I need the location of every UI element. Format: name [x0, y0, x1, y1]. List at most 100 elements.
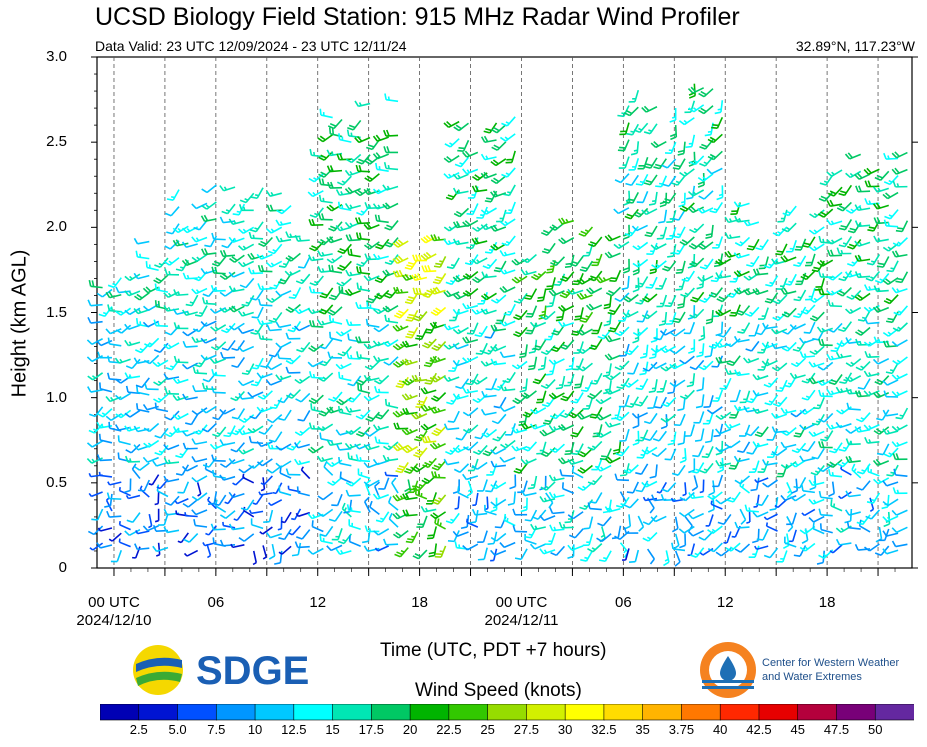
wind-barb: [757, 460, 769, 473]
wind-barb: [356, 266, 371, 275]
wind-barb: [481, 390, 497, 398]
wind-barb: [252, 550, 258, 566]
wind-barb: [588, 270, 603, 282]
wind-barb: [854, 172, 871, 180]
wind-barb: [382, 339, 399, 348]
wind-barb: [153, 274, 169, 284]
wind-barb: [602, 499, 612, 514]
wind-barb: [411, 273, 428, 282]
wind-barb: [177, 481, 190, 494]
wind-barb: [820, 430, 834, 442]
wind-barb: [173, 355, 189, 364]
wind-barb: [154, 491, 160, 506]
wind-barb: [574, 307, 584, 321]
wind-barb: [219, 474, 236, 481]
wind-barb: [431, 471, 446, 479]
wind-barb: [505, 150, 516, 164]
wind-barb: [356, 256, 371, 267]
wind-barb: [818, 412, 834, 423]
wind-barb: [383, 162, 399, 171]
colorbar-tick-label: 25: [480, 722, 495, 737]
wind-barb: [529, 321, 547, 328]
wind-barb: [723, 531, 732, 544]
wind-barb: [364, 173, 380, 183]
wind-barb: [882, 277, 899, 286]
wind-barb: [98, 433, 113, 444]
wind-barb: [724, 368, 741, 376]
wind-barb: [605, 371, 621, 381]
wind-barb: [677, 294, 686, 309]
wind-barb: [492, 430, 507, 442]
wind-barb: [317, 508, 334, 518]
wind-barb: [291, 508, 302, 521]
wind-barb: [145, 261, 159, 272]
wind-barb: [230, 425, 245, 436]
wind-barb: [392, 529, 409, 539]
colorbar-swatch: [836, 704, 877, 721]
wind-barb: [891, 424, 908, 432]
wind-barb: [762, 459, 778, 466]
wind-barb: [499, 456, 516, 463]
wind-barb: [392, 239, 409, 248]
sdge-wordmark: SDGE: [196, 649, 309, 693]
wind-barb: [308, 218, 324, 227]
wind-barb: [294, 426, 311, 436]
colorbar-tick-label: 5.0: [168, 722, 187, 737]
wind-barb: [808, 294, 825, 304]
wind-barb: [434, 516, 446, 530]
wind-barb: [817, 361, 834, 371]
wind-barb: [471, 257, 488, 265]
wind-barb: [372, 340, 389, 347]
wind-barb: [715, 309, 732, 317]
wind-barb: [622, 548, 630, 561]
wind-barb: [636, 310, 649, 323]
wind-barb: [363, 374, 380, 382]
wind-barb: [257, 390, 273, 400]
colorbar-swatch: [332, 704, 373, 721]
wind-barb: [338, 456, 352, 467]
x-tick-label: 12: [716, 594, 734, 611]
wind-barb: [706, 406, 723, 415]
wind-barb: [502, 371, 516, 384]
wind-barb: [124, 478, 132, 494]
wind-barb: [715, 258, 732, 266]
wind-barb: [164, 387, 180, 395]
wind-barb: [578, 226, 594, 237]
wind-barb: [318, 194, 333, 204]
wind-barb: [542, 413, 556, 425]
wind-barb: [856, 480, 871, 491]
wind-barb: [278, 528, 292, 541]
wind-barb: [375, 162, 389, 172]
wind-barb: [782, 205, 797, 217]
wind-barb: [237, 260, 255, 268]
wind-barb: [163, 291, 180, 298]
wind-barb: [372, 134, 389, 142]
wind-barb: [428, 543, 438, 558]
wind-barb: [300, 466, 311, 480]
x-tick-date: 2024/12/10: [76, 612, 152, 629]
wind-barb: [863, 370, 880, 378]
wind-barb: [248, 509, 264, 515]
wind-barb: [107, 304, 122, 313]
wind-barb: [462, 424, 479, 434]
wind-barb: [383, 356, 399, 366]
wind-barb: [219, 439, 236, 446]
wind-barb: [429, 321, 446, 329]
wind-barb: [663, 550, 670, 567]
wind-barb: [854, 204, 871, 212]
wind-barb: [781, 341, 797, 352]
wind-barb: [509, 474, 517, 490]
wind-barb: [114, 424, 131, 431]
wind-barb: [293, 307, 311, 315]
wind-barb: [413, 447, 428, 458]
wind-barb: [636, 191, 649, 204]
wind-barb: [579, 311, 594, 323]
wind-barb: [471, 185, 488, 193]
wind-barb: [577, 464, 593, 474]
wind-barb: [627, 362, 640, 375]
wind-barb: [490, 324, 506, 332]
wind-barb: [756, 528, 769, 541]
wind-barb: [641, 293, 658, 303]
wind-barb: [182, 498, 199, 508]
wind-barb: [295, 392, 311, 403]
